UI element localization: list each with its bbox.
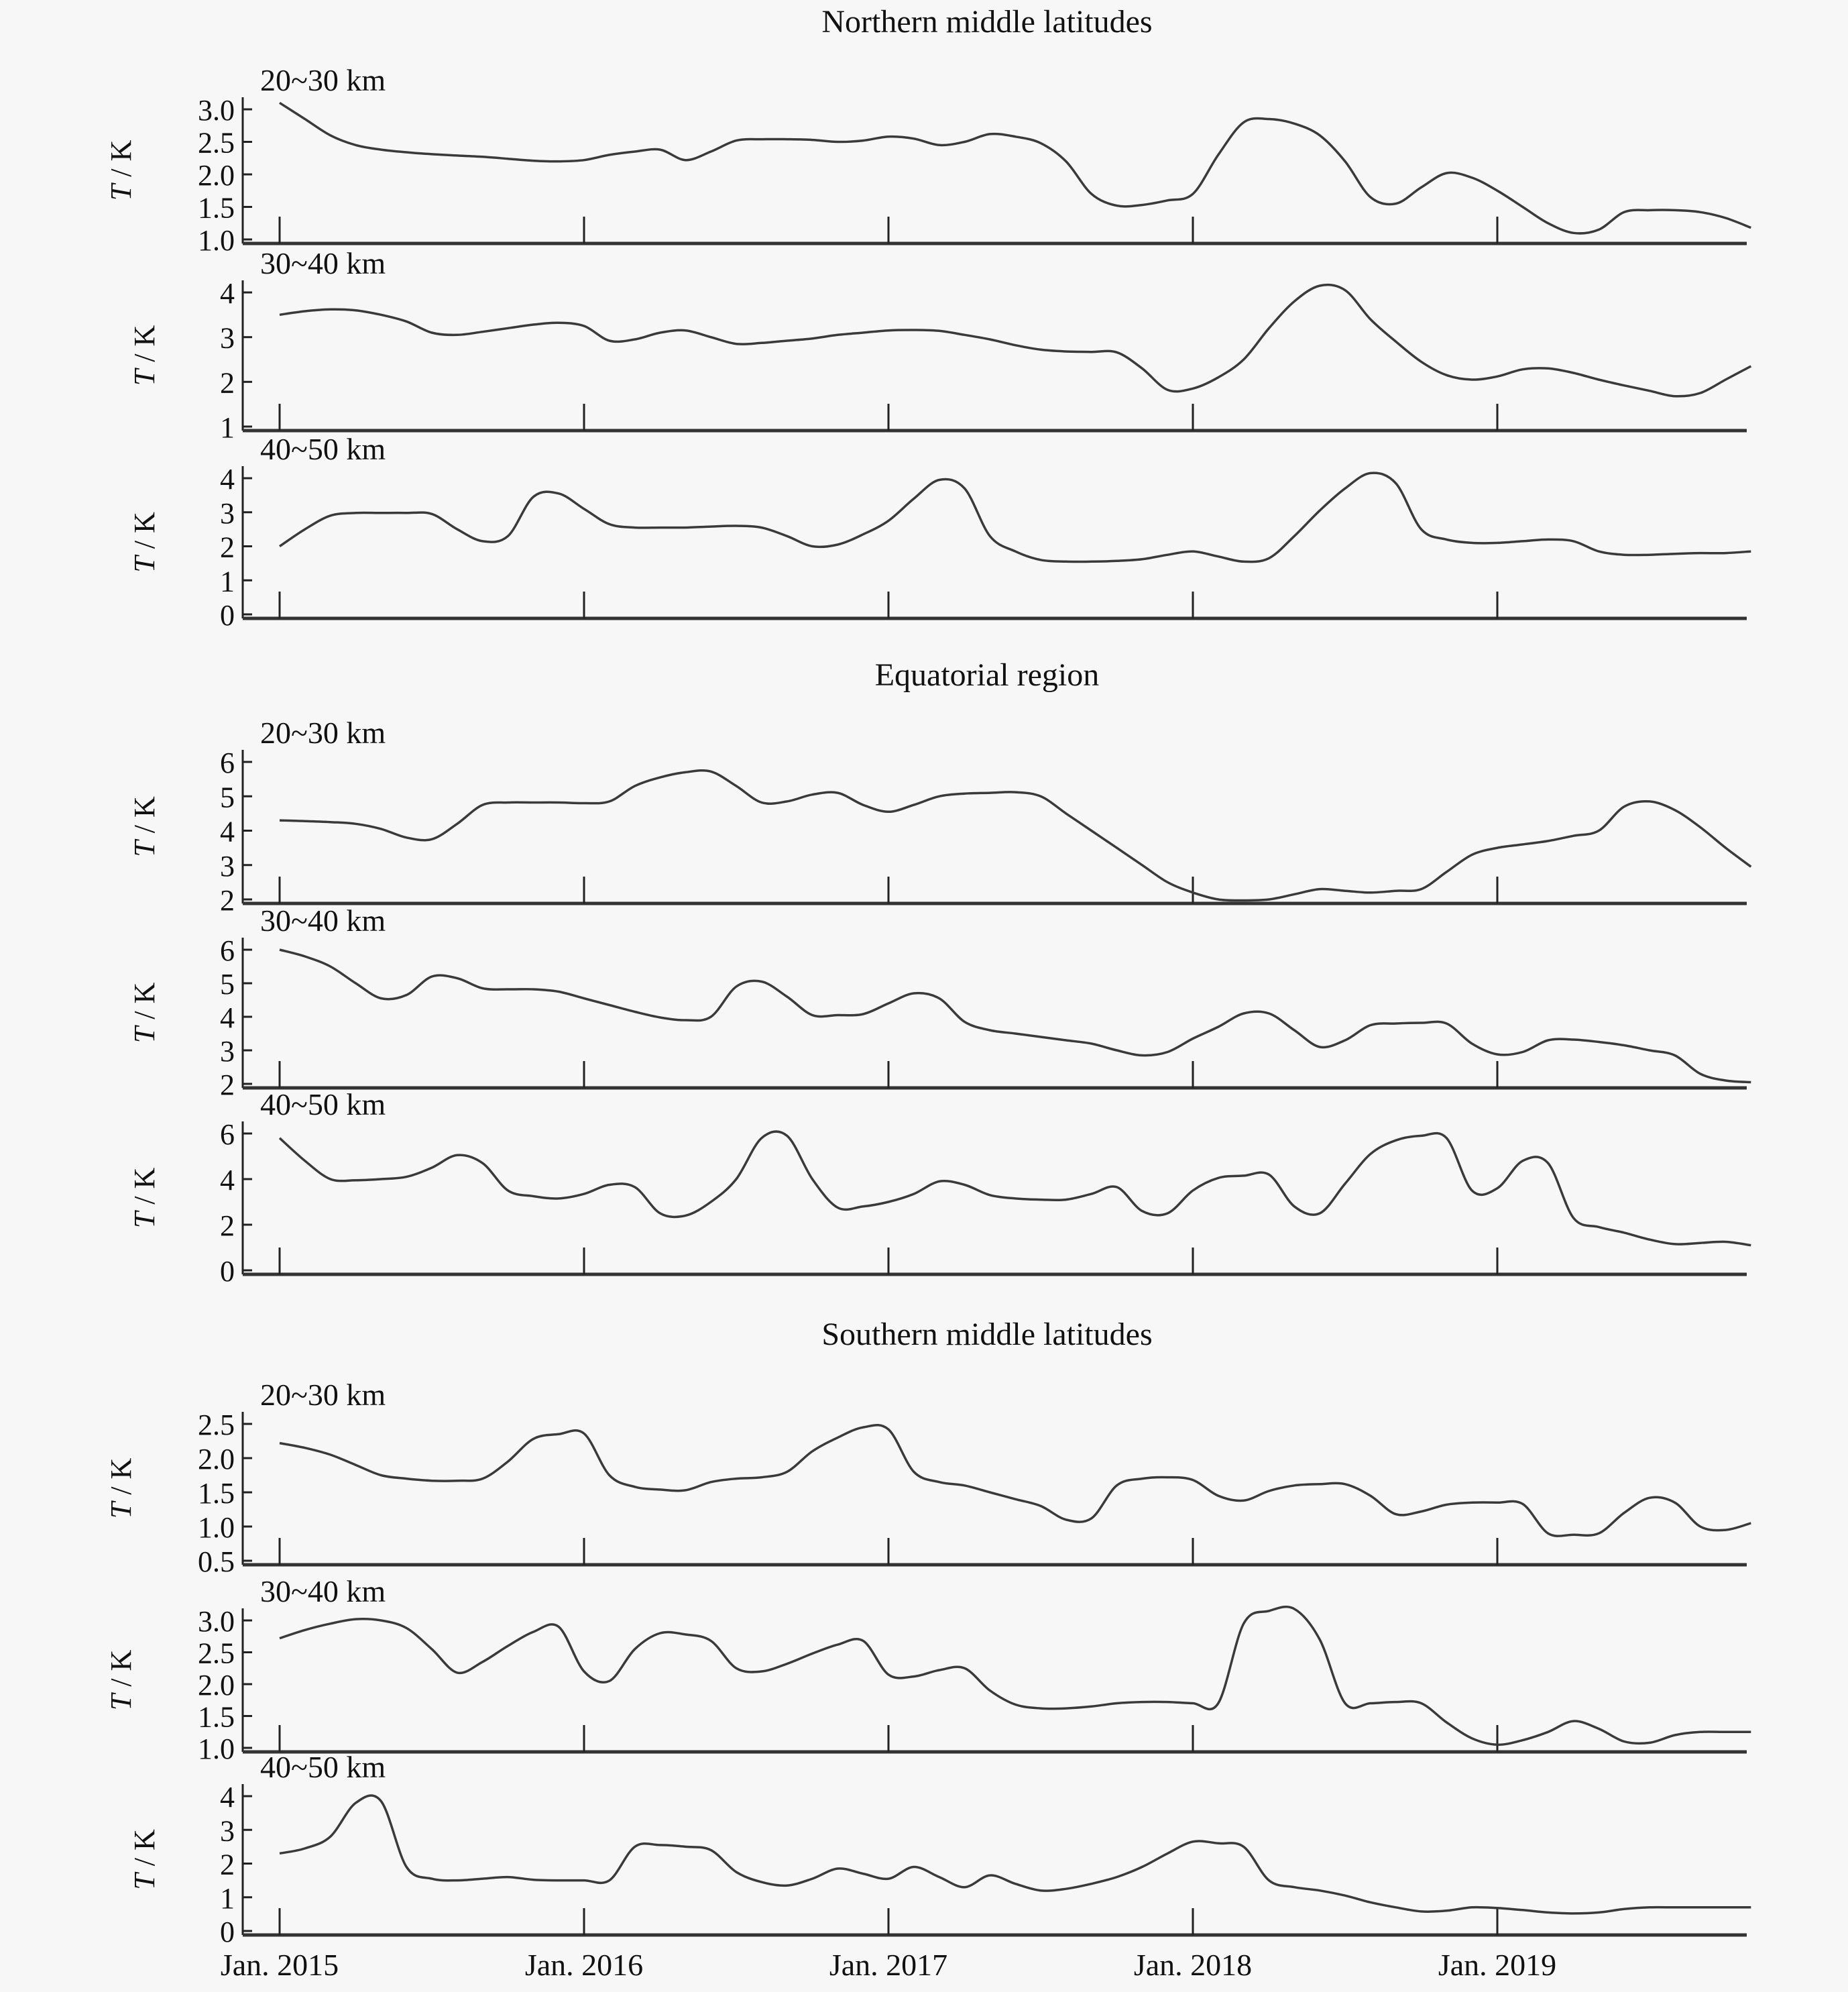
y-axis-label: T / K (128, 325, 161, 386)
y-tick-label: 6 (220, 934, 235, 967)
x-tick-label: Jan. 2018 (1134, 1948, 1252, 1982)
y-tick-label: 4 (220, 1164, 235, 1197)
y-tick-label: 1 (220, 411, 235, 444)
series-line (279, 1605, 1751, 1747)
y-tick-label: 2.5 (198, 127, 235, 160)
y-tick-label: 0 (220, 1255, 235, 1288)
y-tick-label: 4 (220, 816, 235, 848)
series-line (279, 948, 1751, 1084)
y-tick-label: 1.0 (198, 1511, 235, 1544)
y-tick-label: 1 (220, 1882, 235, 1915)
x-tick-label: Jan. 2019 (1438, 1948, 1556, 1982)
y-tick-label: 2 (220, 531, 235, 564)
y-tick-label: 1.5 (198, 192, 235, 225)
y-axis-label: T / K (105, 1458, 137, 1519)
series-line (279, 283, 1752, 398)
y-tick-label: 3.0 (198, 94, 235, 127)
y-tick-label: 6 (220, 746, 235, 779)
y-tick-label: 3 (220, 850, 235, 883)
y-axis-label: T / K (105, 1650, 137, 1711)
y-tick-label: 3 (220, 1814, 235, 1847)
y-tick-label: 1.0 (198, 1732, 235, 1765)
panel-label: 40~50 km (260, 432, 386, 466)
y-tick-label: 0.5 (198, 1545, 235, 1578)
series-line (279, 1794, 1751, 1915)
y-tick-label: 3 (220, 497, 235, 530)
panel-label: 20~30 km (260, 1378, 386, 1412)
y-tick-label: 6 (220, 1118, 235, 1151)
y-tick-label: 2 (220, 1848, 235, 1881)
y-axis-label: T / K (128, 796, 161, 857)
y-tick-label: 2.5 (198, 1408, 235, 1441)
y-tick-label: 2.5 (198, 1637, 235, 1670)
panel-label: 40~50 km (260, 1750, 386, 1784)
series-line (279, 769, 1752, 902)
x-tick-label: Jan. 2015 (221, 1948, 339, 1982)
panel-label: 20~30 km (260, 716, 386, 750)
series-line (279, 101, 1751, 235)
y-axis-label: T / K (128, 512, 161, 573)
y-axis-label: T / K (128, 983, 161, 1044)
y-tick-label: 2 (220, 1209, 235, 1242)
y-tick-label: 0 (220, 1916, 235, 1948)
panel-label: 30~40 km (260, 1574, 386, 1608)
y-tick-label: 3.0 (198, 1605, 235, 1638)
y-tick-label: 4 (220, 1781, 235, 1814)
y-tick-label: 4 (220, 463, 235, 496)
section-title: Southern middle latitudes (821, 1317, 1152, 1352)
panel-label: 40~50 km (260, 1087, 386, 1121)
y-axis-label: T / K (105, 140, 137, 201)
y-tick-label: 4 (220, 277, 235, 310)
panel-label: 20~30 km (260, 63, 386, 97)
y-tick-label: 0 (220, 599, 235, 632)
y-tick-label: 5 (220, 968, 235, 1001)
y-tick-label: 2.0 (198, 1443, 235, 1476)
x-tick-label: Jan. 2016 (525, 1948, 643, 1982)
y-tick-label: 2 (220, 366, 235, 399)
series-line (278, 1130, 1751, 1247)
panel-label: 30~40 km (260, 246, 386, 280)
y-tick-label: 4 (220, 1001, 235, 1034)
y-tick-label: 5 (220, 781, 235, 814)
y-tick-label: 2.0 (198, 159, 235, 192)
series-line (279, 472, 1751, 563)
y-tick-label: 3 (220, 1035, 235, 1068)
y-tick-label: 2 (220, 1068, 235, 1101)
y-tick-label: 1.0 (198, 224, 235, 257)
y-tick-label: 3 (220, 322, 235, 355)
y-tick-label: 2 (220, 884, 235, 917)
y-tick-label: 1.5 (198, 1701, 235, 1734)
x-tick-label: Jan. 2017 (829, 1948, 947, 1982)
section-title: Equatorial region (875, 657, 1100, 693)
y-axis-label: T / K (128, 1829, 161, 1890)
y-tick-label: 1 (220, 565, 235, 598)
series-line (279, 1423, 1751, 1537)
section-title: Northern middle latitudes (821, 4, 1152, 40)
y-axis-label: T / K (128, 1168, 161, 1229)
y-tick-label: 1.5 (198, 1477, 235, 1510)
panel-label: 30~40 km (260, 903, 386, 938)
y-tick-label: 2.0 (198, 1669, 235, 1702)
